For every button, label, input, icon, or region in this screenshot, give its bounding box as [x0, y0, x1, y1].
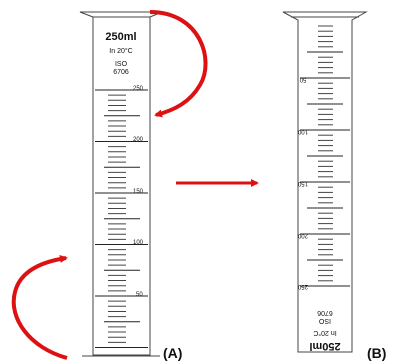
caption-a: (A) [163, 345, 182, 361]
cylinder-a-standard-line1: ISO [115, 61, 128, 68]
cylinder-b-temperature: In 20°C [313, 329, 336, 337]
cylinder-a-label-100: 100 [133, 240, 144, 246]
cylinder-b-label-100: 100 [297, 128, 308, 134]
cylinder-a-label-50: 50 [136, 292, 143, 298]
cylinder-b-standard-line1: ISO [318, 317, 331, 324]
cylinder-a-temperature: In 20°C [109, 47, 132, 55]
cylinder-b-scale [300, 25, 350, 287]
cylinder-a: 250ml In 20°C ISO 6706 250 200 150 100 5… [79, 11, 163, 357]
caption-b: (B) [367, 345, 386, 361]
cylinder-b-standard-line2: 6706 [317, 309, 333, 316]
cylinder-b-label-250: 250 [297, 283, 308, 289]
cylinder-a-scale [95, 89, 148, 348]
cylinder-a-standard-line2: 6706 [113, 69, 129, 76]
rotation-arrow-top [149, 10, 208, 118]
cylinder-a-label-150: 150 [133, 189, 144, 195]
cylinder-a-label-200: 200 [133, 137, 144, 143]
rotation-arrow-bottom [11, 254, 68, 360]
cylinder-a-volume: 250ml [105, 31, 136, 43]
cylinder-b-label-150: 150 [297, 180, 308, 186]
cylinder-b: 250ml In 20°C ISO 6706 50 100 150 200 25… [282, 11, 368, 353]
cylinder-a-label-250: 250 [133, 86, 144, 92]
cylinder-b-volume: 250ml [309, 340, 340, 352]
cylinder-b-label-200: 200 [297, 232, 308, 238]
cylinder-b-label-50: 50 [299, 76, 306, 82]
